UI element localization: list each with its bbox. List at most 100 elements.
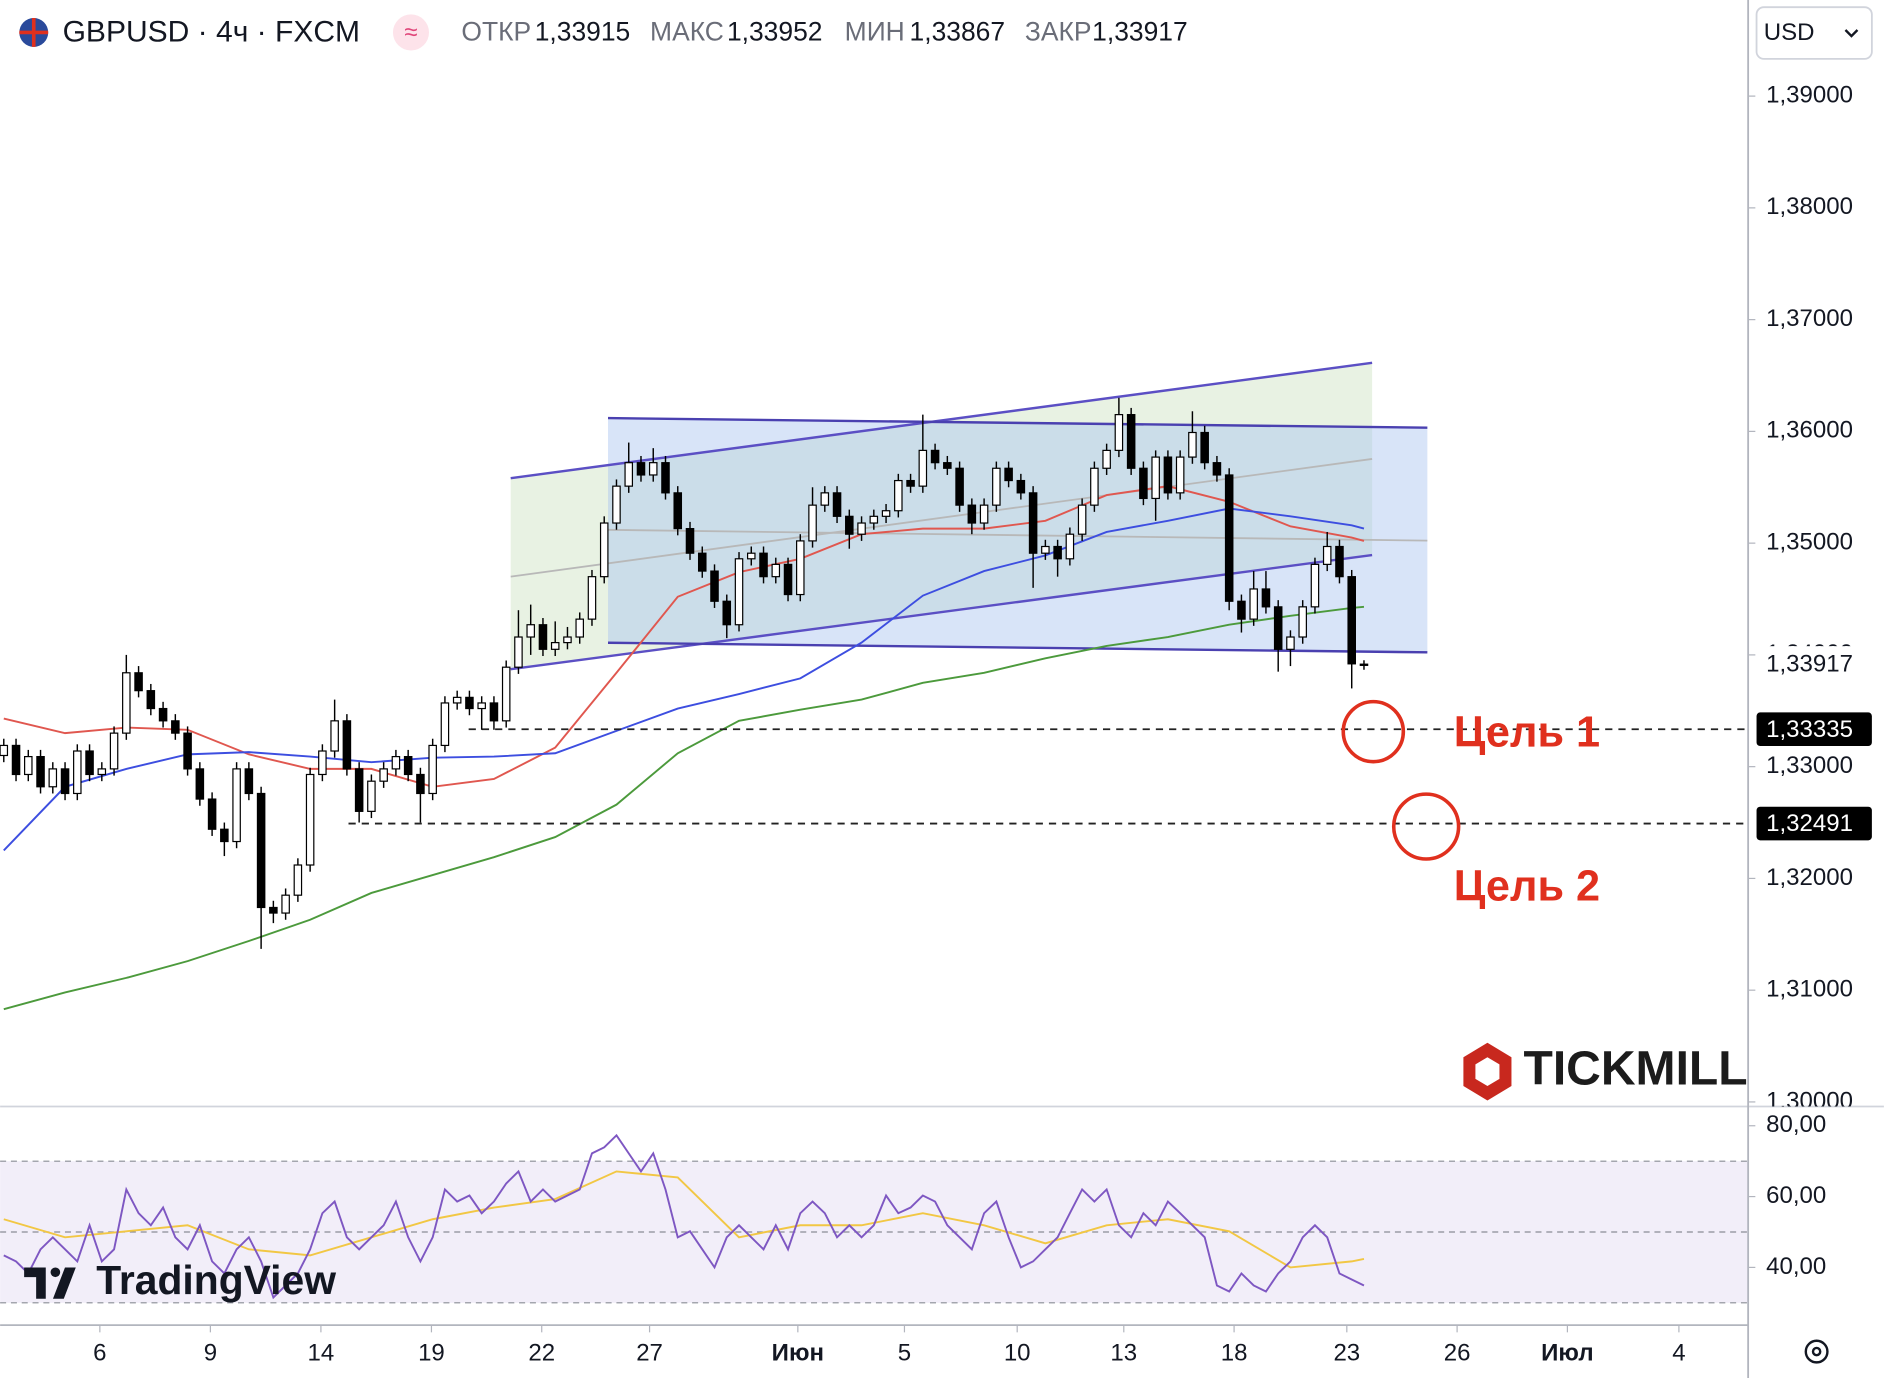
candle-body — [24, 755, 33, 776]
candle-body — [195, 768, 205, 800]
x-tick-label: 6 — [93, 1339, 106, 1366]
candle-body — [624, 462, 634, 487]
channel-midline — [608, 528, 1428, 542]
settings-icon[interactable] — [1804, 1339, 1829, 1364]
candle-body — [685, 528, 695, 554]
ohlc-name: МИН — [845, 17, 905, 47]
candle-body — [550, 642, 560, 650]
candle-body — [97, 768, 107, 776]
candle-body — [244, 768, 254, 795]
last-price-label: 1,33917 — [1766, 651, 1853, 678]
badge-icon: ≈ — [404, 19, 417, 46]
candle-body — [232, 768, 241, 843]
currency-label[interactable]: USD — [1764, 19, 1815, 46]
candle-body — [1028, 492, 1038, 554]
candle-body — [1090, 467, 1099, 506]
candle-body — [1322, 545, 1332, 565]
x-tick-label: 13 — [1110, 1339, 1137, 1366]
candle-body — [1065, 533, 1075, 560]
last-price-box — [1756, 646, 1872, 683]
candle-body — [587, 576, 597, 620]
candle-body — [759, 552, 768, 578]
y-tick-label: 1,36000 — [1766, 417, 1853, 444]
candle-body — [796, 540, 805, 596]
candle-body — [1273, 606, 1283, 650]
platform-name: TradingView — [96, 1257, 336, 1303]
candle-body — [1188, 431, 1197, 458]
candle-body — [85, 750, 94, 776]
price-axis: 1,300001,310001,320001,330001,340001,350… — [1748, 81, 1853, 1106]
x-tick-label: Июн — [772, 1339, 824, 1366]
candle-body — [575, 618, 584, 638]
candle-body — [845, 515, 854, 535]
candle-body — [60, 768, 70, 795]
x-tick-label: 10 — [1004, 1339, 1031, 1366]
candle-body — [661, 462, 670, 494]
candle-body — [538, 624, 548, 650]
candle-body — [452, 696, 462, 704]
candle-body — [48, 768, 58, 788]
candle-body — [354, 768, 364, 812]
x-tick-label: 14 — [308, 1339, 335, 1366]
rsi-pane — [0, 1133, 1749, 1304]
candle-body — [122, 672, 131, 734]
candle-body — [489, 702, 499, 722]
moving-average — [3, 605, 1365, 1011]
rising-channel — [510, 362, 1373, 670]
candle-body — [881, 510, 891, 517]
candle-body — [146, 690, 156, 710]
currency-selector[interactable]: USD — [1755, 6, 1873, 60]
candle-body — [832, 492, 842, 517]
level-price-box — [1756, 806, 1872, 841]
level-price-label: 1,32491 — [1766, 810, 1853, 837]
candle-body — [955, 467, 964, 506]
platform-logo: TradingView — [24, 1257, 336, 1303]
candle-body — [612, 485, 621, 524]
candle-body — [36, 755, 45, 788]
target-circle — [1391, 792, 1461, 861]
candle-body — [11, 744, 21, 776]
x-tick-label: 19 — [418, 1339, 445, 1366]
candles — [0, 397, 1369, 949]
candle-body — [1224, 474, 1234, 602]
candle-body — [342, 720, 352, 770]
rsi-tick-label: 80,00 — [1766, 1111, 1826, 1138]
channel-drawings — [510, 361, 1428, 671]
currency-button[interactable] — [1755, 6, 1873, 60]
x-tick-label: 9 — [204, 1339, 217, 1366]
candle-body — [599, 522, 609, 578]
candle-body — [1347, 576, 1356, 665]
indicator-badge — [392, 14, 430, 51]
settings-button[interactable] — [1804, 1339, 1829, 1364]
candle-body — [428, 744, 437, 795]
platform-icon-dot — [50, 1267, 61, 1278]
target-levels — [348, 728, 1749, 825]
channel-line — [607, 416, 1428, 429]
y-tick-label: 1,37000 — [1766, 305, 1853, 332]
x-tick-label: 26 — [1444, 1339, 1471, 1366]
candle-body — [1016, 479, 1026, 494]
rsi-tick-label: 60,00 — [1766, 1182, 1826, 1209]
candle-body — [563, 636, 572, 644]
candle-body — [1004, 467, 1013, 482]
x-tick-label: 5 — [898, 1339, 911, 1366]
y-tick-label: 1,38000 — [1766, 193, 1853, 220]
candle-body — [648, 462, 658, 476]
x-tick-label: 18 — [1221, 1339, 1248, 1366]
time-axis: 6 9 14 19 22 27 Июн 5 10 13 18 23 26 Июл 4 — [93, 1325, 1686, 1366]
candle-body — [1359, 663, 1369, 666]
candle-body — [1053, 545, 1062, 560]
axis-price-labels: 1,33335 1,32491 1,33917 — [1756, 646, 1872, 841]
candle-body — [1102, 449, 1111, 469]
candle-body — [746, 552, 756, 560]
channel-line — [510, 361, 1373, 480]
candle-body — [477, 702, 486, 710]
candle-body — [514, 636, 523, 668]
candle-body — [440, 702, 450, 747]
x-tick-label: 27 — [636, 1339, 663, 1366]
candle-body — [992, 467, 1001, 506]
candle-body — [158, 707, 168, 722]
candle-body — [1298, 606, 1307, 638]
